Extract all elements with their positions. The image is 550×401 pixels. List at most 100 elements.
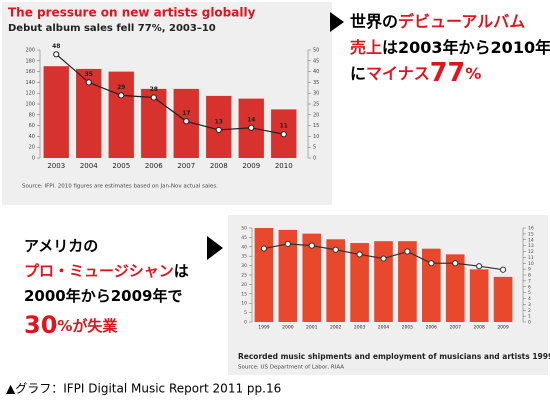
annotation-line: 売上は2003年から2010年 — [350, 38, 550, 57]
chart-source: Source: US Department of Labor, RIAA — [238, 365, 344, 371]
pointer-arrow — [330, 12, 344, 32]
bar — [398, 241, 417, 322]
chart-subtitle: Debut album sales fell 77%, 2003–10 — [8, 23, 216, 34]
bar — [302, 233, 322, 322]
y2-tick-label: 30 — [313, 91, 319, 97]
annotation-text: 77 — [430, 58, 466, 88]
x-tick-label: 2003 — [354, 325, 366, 331]
y2-tick-label: 16 — [528, 226, 534, 232]
line-marker — [280, 131, 287, 138]
line-marker — [260, 245, 268, 252]
pointer-arrow — [207, 236, 223, 260]
y-tick-label: 180 — [25, 58, 35, 64]
y2-tick-label: 25 — [313, 102, 319, 108]
chart-title: Recorded music shipments and employment … — [238, 352, 550, 361]
x-tick-label: 2007 — [450, 325, 462, 331]
bar — [374, 241, 393, 322]
y-tick-label: 35 — [241, 254, 247, 260]
y2-tick-label: 12 — [528, 249, 534, 255]
x-tick-label: 1999 — [258, 325, 270, 331]
value-label: 28 — [150, 86, 158, 93]
y-tick-label: 10 — [241, 301, 247, 307]
annotation-text: アメリカの — [24, 237, 98, 255]
line-marker — [215, 126, 222, 134]
line-marker — [476, 263, 483, 270]
bar — [108, 71, 134, 158]
annotation-text: デビューアルバム — [398, 12, 525, 31]
line-marker — [284, 240, 291, 247]
x-tick-label: 2004 — [80, 162, 98, 170]
annotation-text: は — [174, 262, 189, 280]
line-marker — [183, 118, 190, 125]
y-tick-label: 45 — [241, 235, 247, 241]
value-label: 48 — [52, 43, 60, 50]
y-tick-label: 0 — [32, 156, 35, 162]
bar — [326, 239, 346, 322]
y-tick-label: 100 — [25, 102, 35, 108]
y-tick-label: 200 — [25, 48, 35, 54]
y-tick-label: 30 — [241, 263, 247, 269]
bar — [278, 229, 298, 322]
line-marker — [380, 255, 387, 262]
annotation-line: 世界のデビューアルバム — [350, 12, 525, 31]
annotation-text: %が失業 — [57, 317, 118, 335]
y2-tick-label: 4 — [528, 296, 531, 302]
x-tick-label: 2008 — [473, 325, 485, 331]
line-marker — [428, 260, 435, 267]
y-tick-label: 50 — [241, 226, 247, 232]
y2-tick-label: 20 — [313, 112, 319, 118]
y2-tick-label: 45 — [313, 58, 319, 64]
annotation-line: 2000年から2009年で — [24, 287, 183, 305]
y2-tick-label: 40 — [313, 69, 319, 75]
line-marker — [332, 246, 339, 253]
line-marker — [404, 248, 411, 255]
y-tick-label: 40 — [241, 244, 247, 250]
value-label: 13 — [215, 118, 223, 125]
x-tick-label: 2010 — [275, 162, 293, 170]
y2-tick-label: 15 — [528, 231, 534, 237]
y-tick-label: 80 — [29, 112, 35, 118]
annotation-line: プロ・ミュージシャンは — [24, 262, 189, 280]
x-tick-label: 2005 — [112, 162, 130, 170]
y2-tick-label: 5 — [528, 290, 531, 296]
y2-tick-label: 35 — [313, 80, 319, 86]
y-tick-label: 5 — [244, 310, 247, 316]
y2-tick-label: 8 — [528, 273, 531, 279]
x-tick-label: 2009 — [497, 325, 509, 331]
y-tick-label: 160 — [25, 69, 35, 75]
x-tick-label: 2006 — [426, 325, 438, 331]
y2-tick-label: 15 — [313, 123, 319, 129]
y-tick-label: 25 — [241, 273, 247, 279]
y-tick-label: 20 — [29, 145, 35, 151]
chart-title: The pressure on new artists globally — [8, 6, 256, 20]
x-tick-label: 2005 — [402, 325, 414, 331]
y2-tick-label: 6 — [528, 284, 531, 290]
y-tick-label: 15 — [241, 291, 247, 297]
y-tick-label: 120 — [25, 91, 35, 97]
x-tick-label: 2002 — [330, 325, 342, 331]
line-marker — [85, 79, 92, 86]
y2-tick-label: 9 — [528, 267, 531, 273]
value-label: 29 — [117, 84, 125, 91]
x-tick-label: 2003 — [47, 162, 65, 170]
y2-tick-label: 5 — [313, 145, 316, 151]
line-series — [55, 53, 284, 135]
x-tick-label: 2006 — [145, 162, 163, 170]
annotation-line: 30%が失業 — [24, 311, 118, 339]
x-tick-label: 2008 — [210, 162, 228, 170]
y-tick-label: 140 — [25, 80, 35, 86]
x-tick-label: 2001 — [306, 325, 318, 331]
y-tick-label: 40 — [29, 134, 35, 140]
line-marker — [248, 124, 255, 131]
y-tick-label: 20 — [241, 282, 247, 288]
bar — [493, 276, 513, 322]
y2-tick-label: 1 — [528, 314, 531, 320]
value-label: 11 — [280, 123, 288, 130]
y2-tick-label: 0 — [313, 156, 316, 162]
line-marker — [452, 260, 459, 267]
annotation-text: % — [465, 64, 481, 83]
y-tick-label: 0 — [244, 320, 247, 326]
annotation-text: 世界の — [350, 12, 398, 31]
line-marker — [308, 242, 315, 249]
